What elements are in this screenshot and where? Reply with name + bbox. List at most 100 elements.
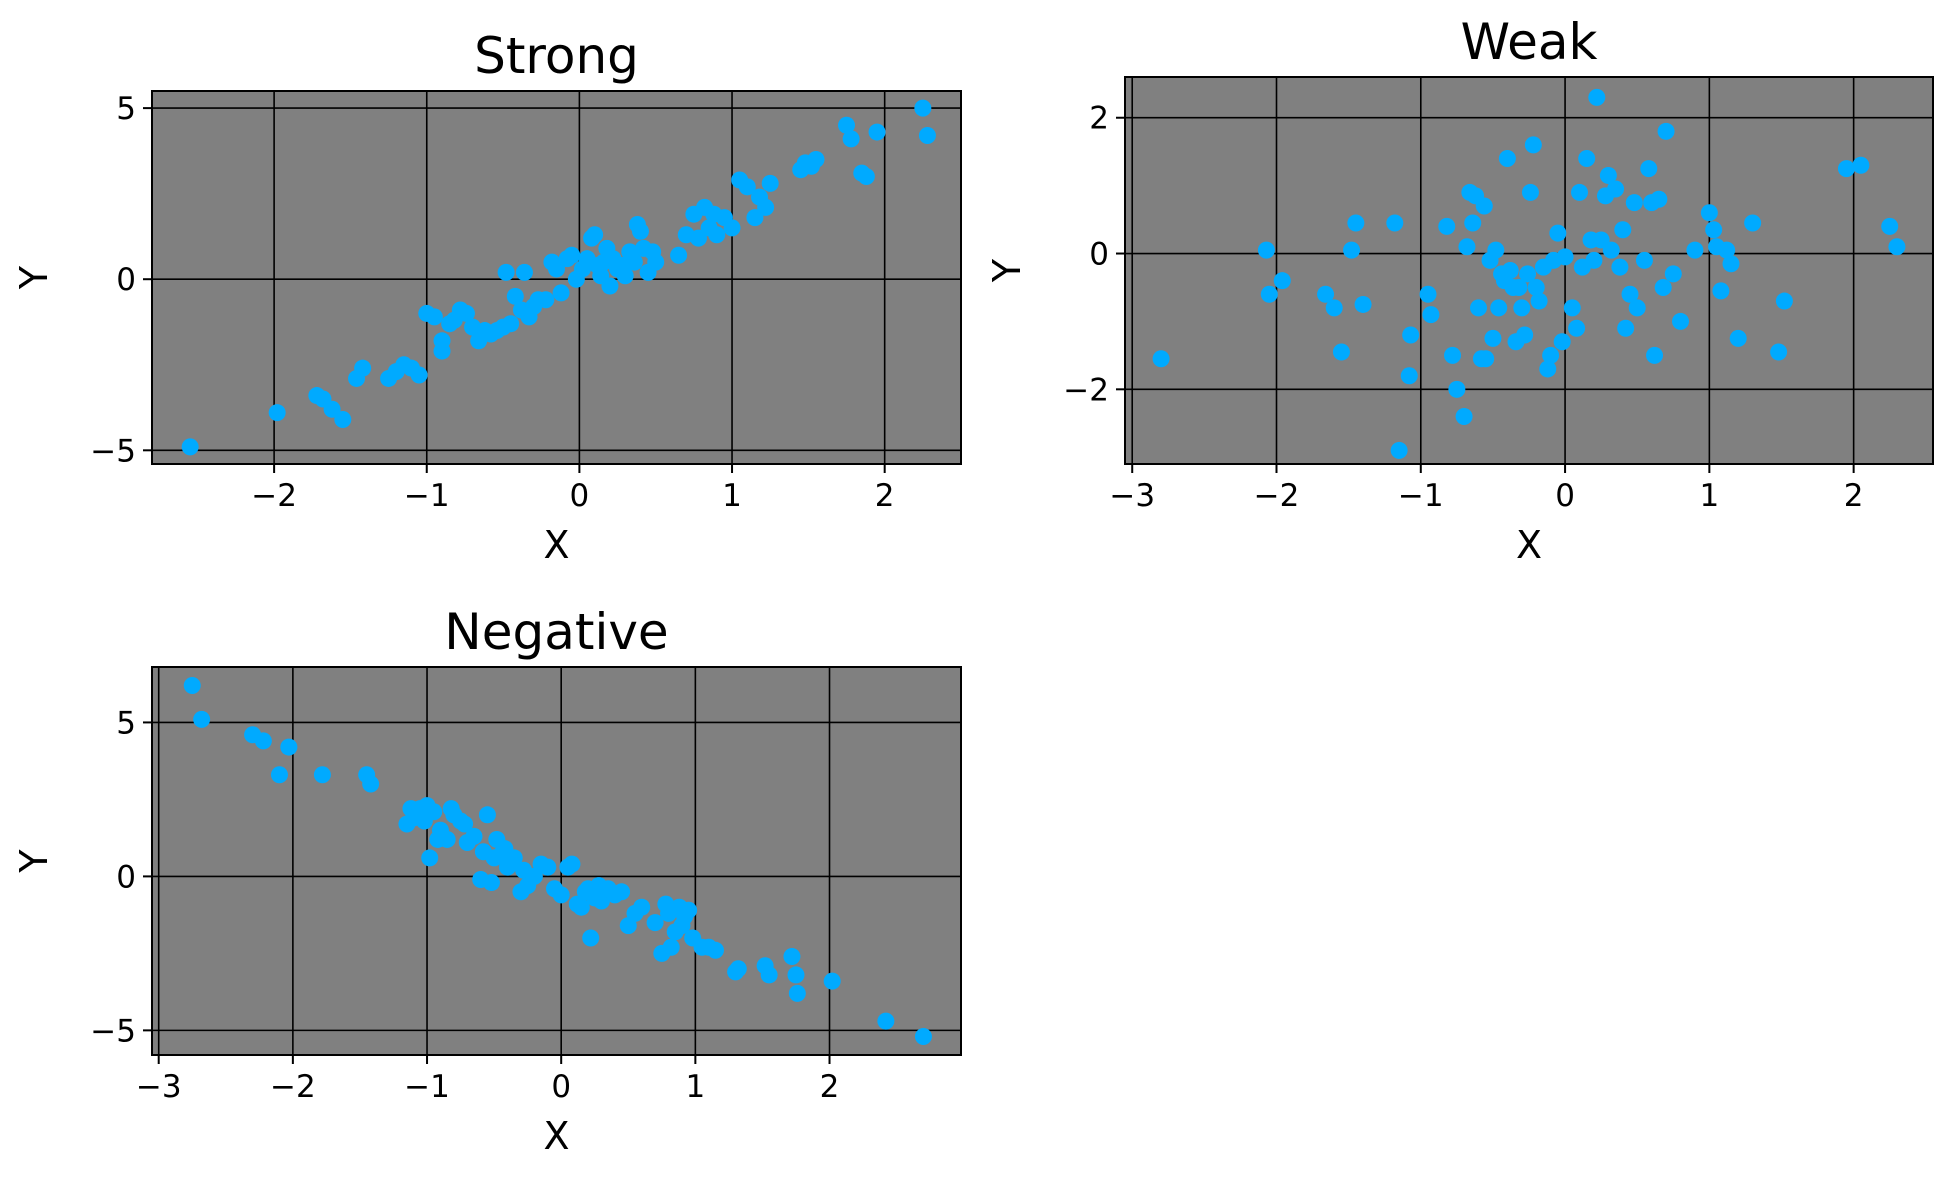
panel-1-point-47 [1539,360,1557,378]
panel-0-point-86 [857,168,875,186]
panel-1-point-4 [1317,285,1335,303]
panel-2-point-78 [760,966,778,984]
panel-1-point-1 [1257,241,1275,259]
panel-1-point-20 [1458,238,1476,256]
panel-2-frame [151,666,962,1056]
panel-1-point-72 [1635,251,1653,269]
panel-0-title: Strong [474,27,639,85]
panel-1-xtick-label-3: 0 [1555,478,1575,514]
panel-0-ylabel: Y [12,265,56,290]
panel-2-point-60 [633,898,651,916]
panel-1-point-16 [1438,217,1456,235]
panel-0-point-50 [601,277,619,295]
panel-0-point-70 [708,226,726,244]
panel-0-point-56 [625,253,643,271]
panel-2-point-1 [193,710,211,728]
panel-2-xtick-label-1: −2 [270,1069,316,1105]
panel-1-point-57 [1578,149,1596,167]
panel-1-ylabel: Y [985,258,1029,283]
panel-0-point-1 [268,404,286,422]
panel-0-point-62 [647,253,665,271]
panel-1-point-44 [1527,278,1545,296]
panel-0-point-74 [738,178,756,196]
panel-2-point-80 [787,966,805,984]
panel-0-point-78 [761,174,779,192]
panel-1-point-17 [1444,346,1462,364]
panel-0-ytick-label-2: 5 [116,91,136,127]
panel-1-point-2 [1260,285,1278,303]
panel-1-point-3 [1273,272,1291,290]
panel-1-point-67 [1614,221,1632,239]
panel-2-point-6 [313,766,331,784]
panel-1-point-39 [1513,299,1531,317]
panel-0-point-87 [868,123,886,141]
panel-1-point-42 [1521,183,1539,201]
panel-1-point-43 [1524,136,1542,154]
panel-0-point-16 [433,342,451,360]
panel-0-point-83 [838,116,856,134]
panel-0-point-4 [323,400,341,418]
panel-1-point-87 [1722,255,1740,273]
panel-1-point-86 [1718,241,1736,259]
panel-1-point-26 [1475,197,1493,215]
panel-1-point-92 [1837,160,1855,178]
panel-1-point-89 [1744,214,1762,232]
panel-1-point-6 [1332,343,1350,361]
panel-1-point-41 [1519,265,1537,283]
panel-2-point-4 [270,766,288,784]
panel-2-xlabel: X [543,1114,569,1158]
panel-1-point-64 [1602,241,1620,259]
panel-1-point-7 [1343,241,1361,259]
panel-1-point-12 [1400,367,1418,385]
panel-1-point-83 [1705,221,1723,239]
panel-2-point-15 [421,849,439,867]
panel-2-point-28 [478,806,496,824]
panel-1-point-10 [1386,214,1404,232]
panel-2-point-3 [254,732,272,750]
panel-1-point-76 [1650,190,1668,208]
panel-1-point-19 [1455,407,1473,425]
panel-2-xtick-label-5: 2 [820,1069,840,1105]
panel-2-point-48 [572,898,590,916]
panel-0-point-20 [457,304,475,322]
panel-2-ylabel: Y [12,849,56,874]
panel-1-ytick-label-2: 2 [1089,101,1109,137]
panel-2-point-0 [183,676,201,694]
panel-1-point-13 [1402,326,1420,344]
panel-1-xtick-label-1: −2 [1254,478,1300,514]
panel-1-point-63 [1599,166,1617,184]
panel-1-point-9 [1354,295,1372,313]
panel-1-point-73 [1640,160,1658,178]
panel-0-point-29 [506,287,524,305]
panel-2-point-44 [552,886,570,904]
panel-1-xtick-label-5: 2 [1844,478,1864,514]
panel-1-point-79 [1664,265,1682,283]
panel-1-point-30 [1487,241,1505,259]
panel-1-point-88 [1729,329,1747,347]
panel-1-point-31 [1490,299,1508,317]
panel-0-point-54 [616,267,634,285]
panel-0-point-58 [631,222,649,240]
panel-2-point-65 [662,938,680,956]
panel-1-point-65 [1607,180,1625,198]
panel-0-frame [151,90,962,465]
panel-2-point-29 [482,874,500,892]
panel-1-point-71 [1628,299,1646,317]
panel-1-point-29 [1484,329,1502,347]
panel-0-point-84 [842,130,860,148]
panel-1-point-14 [1419,285,1437,303]
panel-2-point-5 [280,738,298,756]
panel-0-ytick-label-1: 0 [116,262,136,298]
panel-1-point-40 [1516,326,1534,344]
panel-0-xlabel: X [543,523,569,567]
panel-0-xtick-label-1: −1 [404,478,450,514]
panel-1-point-45 [1530,292,1548,310]
panel-1-point-52 [1556,248,1574,266]
panel-2-point-51 [582,929,600,947]
panel-1-point-22 [1464,214,1482,232]
panel-2-point-25 [465,827,483,845]
panel-2-xtick-label-2: −1 [404,1069,450,1105]
panel-1-point-34 [1498,149,1516,167]
panel-1-xtick-label-2: −1 [1398,478,1444,514]
